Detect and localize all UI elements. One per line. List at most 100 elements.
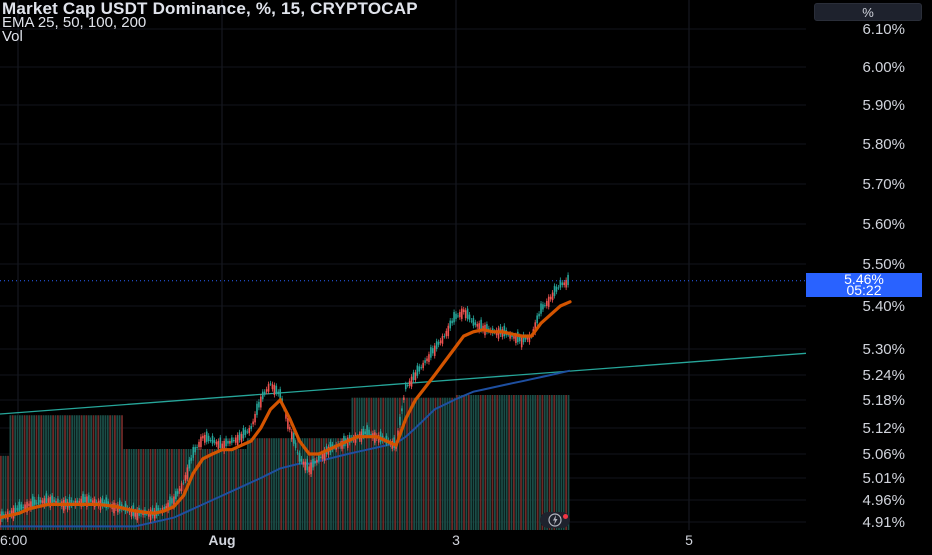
- volume-bar: [296, 438, 299, 530]
- volume-bar: [182, 449, 185, 530]
- candle-body: [298, 453, 301, 462]
- candle-body: [314, 460, 316, 464]
- candle-body: [39, 500, 42, 503]
- volume-bar: [463, 395, 465, 530]
- y-tick-label: 5.18%: [862, 392, 905, 409]
- volume-bar: [534, 395, 537, 530]
- volume-indicator-label: Vol: [2, 28, 23, 45]
- volume-bar: [61, 415, 64, 530]
- candle-body: [35, 502, 38, 504]
- candle-body: [33, 499, 36, 505]
- volume-bar: [206, 449, 209, 530]
- volume-bar: [159, 449, 161, 530]
- volume-bar: [486, 395, 489, 530]
- candle-body: [261, 391, 264, 400]
- candle-body: [215, 441, 218, 445]
- candle-body: [43, 498, 46, 507]
- candle-body: [420, 367, 423, 369]
- volume-bar: [522, 395, 525, 530]
- candle-body: [511, 334, 513, 337]
- bar-countdown: 05:22: [846, 282, 882, 298]
- volume-bar: [427, 397, 430, 530]
- volume-bar: [503, 395, 506, 530]
- candle-body: [76, 500, 79, 504]
- volume-bar: [420, 397, 423, 530]
- volume-bar: [266, 438, 268, 530]
- candle-body: [254, 414, 256, 423]
- volume-bar: [258, 438, 261, 530]
- candle-body: [312, 458, 314, 468]
- y-tick-label: 4.96%: [862, 492, 905, 509]
- volume-bar: [403, 397, 406, 530]
- candle-body: [279, 389, 281, 400]
- volume-bar: [351, 397, 354, 530]
- candle-body: [379, 431, 382, 442]
- volume-bar: [106, 415, 109, 530]
- candle-body: [88, 495, 90, 504]
- volume-bar: [102, 415, 104, 530]
- volume-bar: [517, 395, 520, 530]
- candle-body: [118, 500, 121, 511]
- candle-body: [204, 434, 206, 443]
- volume-bar: [513, 395, 515, 530]
- candle-body: [447, 325, 450, 337]
- candle-body: [302, 461, 305, 465]
- volume-bar: [64, 415, 66, 530]
- replay-lightning-button[interactable]: [540, 512, 570, 528]
- candle-body: [80, 498, 82, 507]
- volume-bar: [114, 415, 116, 530]
- volume-bar: [223, 449, 226, 530]
- candle-body: [464, 310, 467, 319]
- candle-body: [182, 482, 185, 484]
- price-scale-unit-button[interactable]: %: [814, 3, 922, 21]
- volume-bar: [304, 438, 306, 530]
- candle-body: [520, 336, 523, 348]
- volume-bar: [558, 395, 560, 530]
- volume-bar: [401, 397, 404, 530]
- volume-bar: [560, 395, 563, 530]
- volume-bar: [254, 438, 256, 530]
- candle-body: [169, 496, 171, 508]
- candle-body: [20, 504, 23, 510]
- volume-bar: [342, 438, 344, 530]
- volume-bar: [239, 449, 242, 530]
- volume-bar: [23, 415, 26, 530]
- volume-bar: [520, 395, 522, 530]
- candle-body: [258, 401, 260, 408]
- candle-body: [370, 434, 372, 436]
- volume-bar: [116, 415, 119, 530]
- volume-bar: [92, 415, 95, 530]
- volume-bar: [327, 438, 330, 530]
- candle-body: [426, 358, 428, 362]
- candle-body: [28, 503, 30, 507]
- volume-bar: [460, 395, 463, 530]
- volume-bar: [470, 395, 473, 530]
- volume-bar: [187, 449, 190, 530]
- candle-body: [294, 442, 297, 448]
- volume-bar: [415, 397, 418, 530]
- candle-body: [462, 309, 465, 313]
- volume-bar: [453, 397, 456, 530]
- candle-body: [316, 459, 318, 463]
- volume-bar: [273, 438, 275, 530]
- ema-indicator-label: EMA 25, 50, 100, 200: [2, 14, 147, 31]
- candle-body: [53, 499, 55, 503]
- candle-body: [304, 461, 307, 471]
- volume-bar: [199, 449, 202, 530]
- volume-bar: [437, 397, 439, 530]
- volume-bar: [482, 395, 484, 530]
- y-tick-label: 4.91%: [862, 514, 905, 531]
- candle-body: [221, 443, 224, 449]
- volume-bar: [230, 449, 233, 530]
- volume-bar: [484, 395, 487, 530]
- candle-body: [248, 428, 251, 434]
- volume-bar: [330, 438, 332, 530]
- candle-body: [219, 437, 222, 448]
- volume-bar: [323, 438, 325, 530]
- candle-body: [95, 502, 98, 504]
- volume-bar: [358, 397, 361, 530]
- volume-bar: [539, 395, 541, 530]
- volume-bar: [508, 395, 511, 530]
